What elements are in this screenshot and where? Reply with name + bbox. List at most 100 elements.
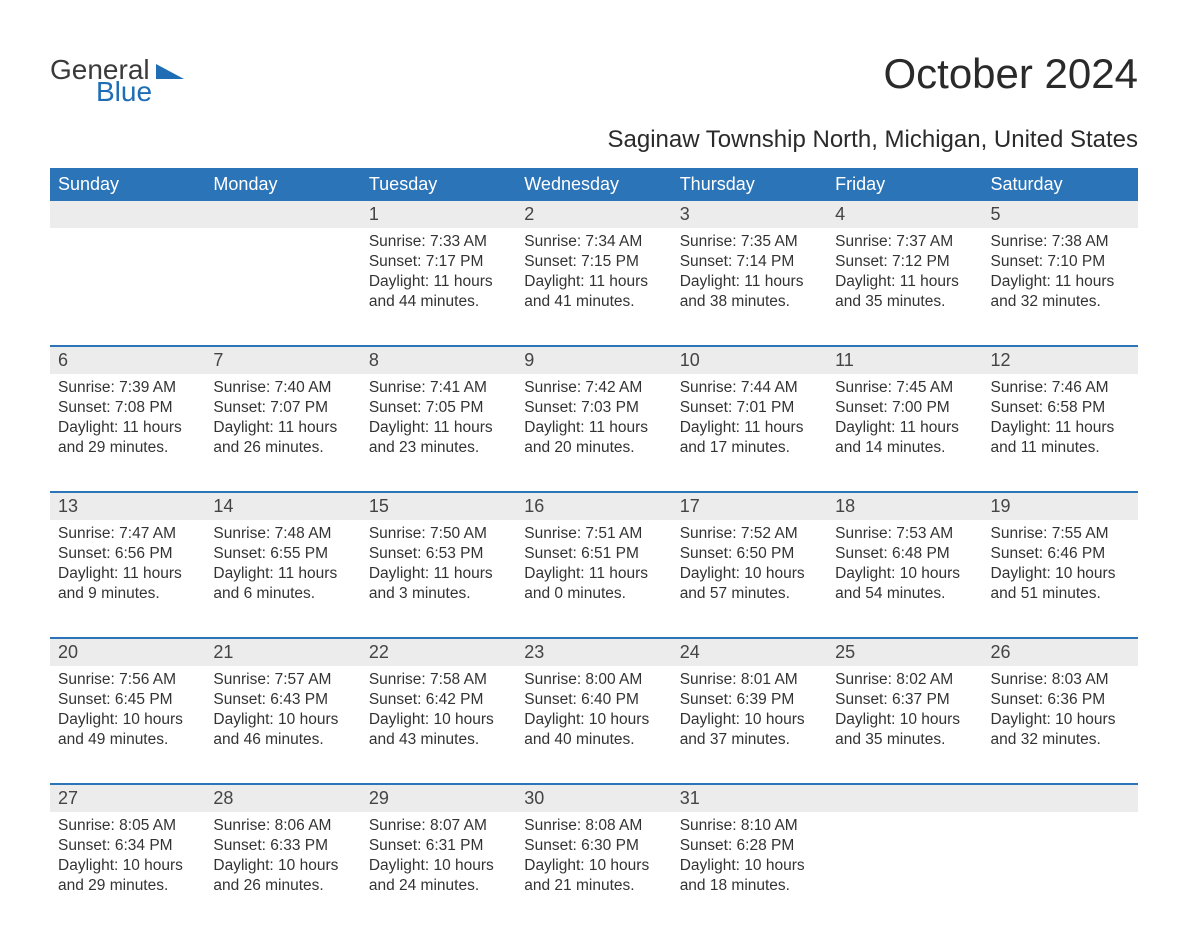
day-number [827,785,982,812]
day-number: 17 [672,493,827,520]
sunrise-text: Sunrise: 7:45 AM [835,378,974,398]
daylight-text: Daylight: 11 hours [835,272,974,292]
sunset-text: Sunset: 6:42 PM [369,690,508,710]
daylight-text: Daylight: 10 hours [835,564,974,584]
daylight-text: and 44 minutes. [369,292,508,312]
daylight-text: Daylight: 11 hours [58,564,197,584]
daylight-text: and 43 minutes. [369,730,508,750]
sunset-text: Sunset: 6:50 PM [680,544,819,564]
sunrise-text: Sunrise: 8:01 AM [680,670,819,690]
daylight-text: Daylight: 11 hours [369,272,508,292]
day-cell: Sunrise: 8:03 AMSunset: 6:36 PMDaylight:… [983,666,1138,784]
day-number: 25 [827,639,982,666]
day-number: 18 [827,493,982,520]
day-number: 20 [50,639,205,666]
day-number: 31 [672,785,827,812]
daylight-text: Daylight: 10 hours [991,710,1130,730]
day-cell: Sunrise: 7:56 AMSunset: 6:45 PMDaylight:… [50,666,205,784]
daylight-text: and 21 minutes. [524,876,663,896]
sunset-text: Sunset: 7:17 PM [369,252,508,272]
daylight-text: Daylight: 10 hours [680,564,819,584]
sunset-text: Sunset: 6:40 PM [524,690,663,710]
sunset-text: Sunset: 7:03 PM [524,398,663,418]
day-number: 14 [205,493,360,520]
daylight-text: and 3 minutes. [369,584,508,604]
sunrise-text: Sunrise: 7:33 AM [369,232,508,252]
sunset-text: Sunset: 6:53 PM [369,544,508,564]
sunset-text: Sunset: 6:43 PM [213,690,352,710]
sunset-text: Sunset: 6:37 PM [835,690,974,710]
day-cell: Sunrise: 8:01 AMSunset: 6:39 PMDaylight:… [672,666,827,784]
day-cell: Sunrise: 8:02 AMSunset: 6:37 PMDaylight:… [827,666,982,784]
location: Saginaw Township North, Michigan, United… [607,126,1138,154]
day-cell: Sunrise: 8:10 AMSunset: 6:28 PMDaylight:… [672,812,827,930]
day-content-row: Sunrise: 7:33 AMSunset: 7:17 PMDaylight:… [50,228,1138,346]
day-number: 28 [205,785,360,812]
daylight-text: and 11 minutes. [991,438,1130,458]
day-number [50,201,205,228]
sunset-text: Sunset: 6:55 PM [213,544,352,564]
calendar-table: Sunday Monday Tuesday Wednesday Thursday… [50,168,1138,930]
day-cell: Sunrise: 7:58 AMSunset: 6:42 PMDaylight:… [361,666,516,784]
daylight-text: Daylight: 10 hours [369,856,508,876]
weekday-header: Monday [205,168,360,201]
sunrise-text: Sunrise: 7:34 AM [524,232,663,252]
daylight-text: Daylight: 10 hours [680,856,819,876]
daylight-text: Daylight: 10 hours [835,710,974,730]
sunset-text: Sunset: 7:07 PM [213,398,352,418]
day-cell: Sunrise: 7:42 AMSunset: 7:03 PMDaylight:… [516,374,671,492]
sunrise-text: Sunrise: 7:37 AM [835,232,974,252]
sunrise-text: Sunrise: 7:52 AM [680,524,819,544]
sunrise-text: Sunrise: 8:10 AM [680,816,819,836]
day-number: 4 [827,201,982,228]
daylight-text: Daylight: 10 hours [213,856,352,876]
daylight-text: and 32 minutes. [991,292,1130,312]
weekday-header: Tuesday [361,168,516,201]
daylight-text: and 54 minutes. [835,584,974,604]
day-cell: Sunrise: 7:55 AMSunset: 6:46 PMDaylight:… [983,520,1138,638]
day-cell [50,228,205,346]
sunrise-text: Sunrise: 7:39 AM [58,378,197,398]
daylight-text: and 41 minutes. [524,292,663,312]
daylight-text: and 37 minutes. [680,730,819,750]
sunrise-text: Sunrise: 7:51 AM [524,524,663,544]
daylight-text: Daylight: 11 hours [524,418,663,438]
sunrise-text: Sunrise: 7:40 AM [213,378,352,398]
day-number: 26 [983,639,1138,666]
daylight-text: and 49 minutes. [58,730,197,750]
daylight-text: Daylight: 11 hours [213,418,352,438]
sunrise-text: Sunrise: 7:44 AM [680,378,819,398]
sunrise-text: Sunrise: 7:58 AM [369,670,508,690]
daylight-text: and 0 minutes. [524,584,663,604]
daynum-row: 12345 [50,201,1138,228]
sunrise-text: Sunrise: 7:53 AM [835,524,974,544]
day-cell: Sunrise: 7:52 AMSunset: 6:50 PMDaylight:… [672,520,827,638]
sunset-text: Sunset: 6:39 PM [680,690,819,710]
daylight-text: and 20 minutes. [524,438,663,458]
sunrise-text: Sunrise: 7:57 AM [213,670,352,690]
daylight-text: Daylight: 10 hours [991,564,1130,584]
sunset-text: Sunset: 7:00 PM [835,398,974,418]
day-cell: Sunrise: 7:45 AMSunset: 7:00 PMDaylight:… [827,374,982,492]
day-number: 19 [983,493,1138,520]
sunrise-text: Sunrise: 7:48 AM [213,524,352,544]
sunset-text: Sunset: 7:05 PM [369,398,508,418]
day-number: 7 [205,347,360,374]
month-title: October 2024 [607,50,1138,98]
sunset-text: Sunset: 7:08 PM [58,398,197,418]
sunset-text: Sunset: 6:31 PM [369,836,508,856]
day-number: 30 [516,785,671,812]
day-cell: Sunrise: 8:07 AMSunset: 6:31 PMDaylight:… [361,812,516,930]
day-cell: Sunrise: 8:06 AMSunset: 6:33 PMDaylight:… [205,812,360,930]
daylight-text: Daylight: 11 hours [835,418,974,438]
sunset-text: Sunset: 6:30 PM [524,836,663,856]
daylight-text: and 6 minutes. [213,584,352,604]
day-content-row: Sunrise: 7:47 AMSunset: 6:56 PMDaylight:… [50,520,1138,638]
sunrise-text: Sunrise: 8:06 AM [213,816,352,836]
day-number [205,201,360,228]
day-number: 10 [672,347,827,374]
day-cell [205,228,360,346]
sunset-text: Sunset: 6:28 PM [680,836,819,856]
day-cell: Sunrise: 7:46 AMSunset: 6:58 PMDaylight:… [983,374,1138,492]
daylight-text: and 26 minutes. [213,876,352,896]
